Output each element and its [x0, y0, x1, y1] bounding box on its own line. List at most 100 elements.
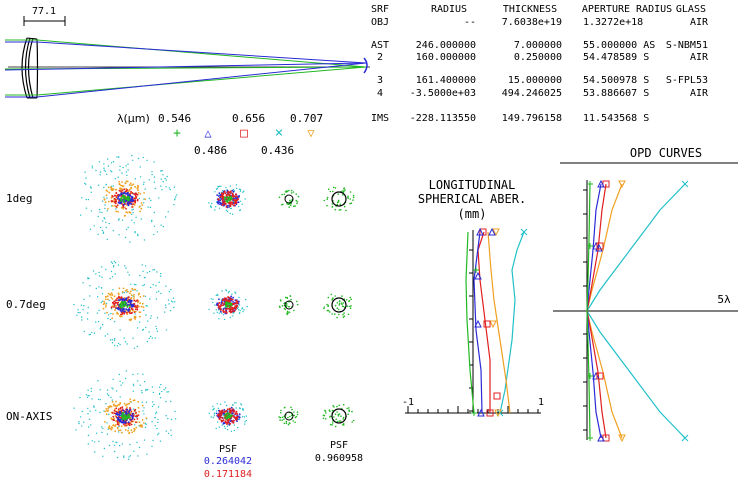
cell-aperture: 54.478589 S: [583, 52, 649, 63]
curve-marker: [474, 319, 482, 328]
table-row: OBJ -- 7.6038e+19 1.3272e+18 AIR: [371, 17, 709, 28]
opd-curve-upper-0436: [586, 183, 686, 312]
spot-cloud: [119, 300, 131, 309]
spot-cloud: [217, 190, 239, 208]
cell-thickness: 15.000000: [508, 75, 562, 86]
spot-cloud: [223, 195, 233, 203]
curve-marker: [489, 320, 497, 329]
curve-marker: [597, 433, 605, 442]
cell-srf: 4: [377, 88, 383, 99]
curve-marker: [587, 243, 593, 249]
curve-marker: [488, 227, 496, 236]
opd-curve-upper-0486: [586, 183, 602, 312]
psf-value-right: 0.960958: [315, 453, 363, 464]
cell-thickness: 7.000000: [514, 40, 562, 51]
longitudinal-curve-0486: [473, 231, 483, 414]
table-row: IMS -228.113550 149.796158 11.543568 S: [371, 113, 649, 124]
curve-marker: [493, 392, 501, 400]
wavelength-legend: λ(μm) 0.546 0.656 0.707 + △ □ × ▽ 0.486 …: [117, 112, 323, 157]
curve-marker: [476, 227, 484, 236]
cell-radius: 161.400000: [416, 75, 476, 86]
square-icon: □: [240, 126, 248, 141]
cell-thickness: 7.6038e+19: [502, 17, 562, 28]
field-label-0p7deg: 0.7deg: [6, 298, 46, 311]
opd-curve-lower-0546: [586, 310, 591, 439]
longitudinal-curve-0707: [487, 231, 511, 414]
longitudinal-curve-0656: [477, 231, 491, 413]
curve-marker: [618, 434, 626, 443]
airy-disk: [284, 194, 294, 204]
longitudinal-curve-0546: [465, 231, 475, 414]
lens-element-1: [21, 37, 31, 99]
curve-marker: [494, 409, 502, 418]
spot-cloud: [278, 295, 299, 316]
cell-aperture: 11.543568 S: [583, 113, 649, 124]
curve-marker: [477, 408, 485, 417]
wavelength-0546: 0.546: [158, 112, 191, 125]
header-srf: SRF: [371, 4, 389, 15]
spot-diagrams: [73, 154, 355, 460]
opd-curve-lower-0486: [586, 310, 602, 439]
header-radius: RADIUS: [431, 4, 467, 15]
cell-aperture: 54.500978 S: [583, 75, 649, 86]
opd-curve-upper-0546: [586, 183, 591, 312]
curve-marker: [483, 320, 491, 328]
cell-glass: S-NBM51: [666, 40, 708, 51]
curve-marker: [596, 372, 604, 380]
image-surface: [363, 57, 368, 74]
ray-fan-off-axis: [4, 41, 367, 98]
spot-cloud: [73, 370, 177, 460]
cell-glass: AIR: [690, 17, 709, 28]
curve-marker: [486, 409, 494, 417]
spot-field-labels: 1deg 0.7deg ON-AXIS: [6, 192, 52, 423]
opd-title: OPD CURVES: [630, 146, 702, 160]
spot-cloud: [224, 301, 233, 309]
lens-layout-diagram: 77.1: [4, 6, 370, 99]
scale-bar: 77.1: [23, 6, 66, 26]
longitudinal-axis-max: 1: [538, 397, 544, 408]
airy-disk: [284, 300, 294, 310]
ray-fan-on-axis: [4, 39, 367, 96]
table-row: 3 161.400000 15.000000 54.500978 S S-FPL…: [377, 75, 708, 86]
prescription-table: SRF RADIUS THICKNESS APERTURE RADIUS GLA…: [371, 4, 709, 124]
cell-thickness: 0.250000: [514, 52, 562, 63]
curve-marker: [681, 180, 689, 188]
wavelength-0486: 0.486: [194, 144, 227, 157]
lens-element-2: [27, 37, 39, 99]
header-glass: GLASS: [676, 4, 706, 15]
header-aperture: APERTURE RADIUS: [582, 4, 672, 15]
cell-srf: 2: [377, 52, 383, 63]
spot-cloud: [322, 403, 355, 428]
psf-label-right: PSF: [330, 440, 348, 451]
airy-disk: [284, 411, 294, 421]
curve-marker: [587, 435, 593, 441]
cell-glass: AIR: [690, 88, 709, 99]
wavelength-0436: 0.436: [261, 144, 294, 157]
curve-marker: [618, 180, 626, 189]
spot-cloud: [120, 412, 131, 421]
curve-marker: [587, 373, 593, 379]
cell-srf: OBJ: [371, 17, 389, 28]
cell-thickness: 149.796158: [502, 113, 562, 124]
longitudinal-curve-0436: [499, 231, 525, 414]
opd-curves-plot: OPD CURVES 5λ: [553, 146, 738, 443]
table-row: AST 246.000000 7.000000 55.000000 AS S-N…: [371, 40, 708, 51]
spot-cloud: [278, 406, 299, 426]
opd-curve-lower-0436: [586, 310, 686, 439]
spot-cloud: [120, 194, 131, 204]
psf-value-red: 0.171184: [204, 469, 252, 480]
psf-value-blue: 0.264042: [204, 456, 252, 467]
header-thickness: THICKNESS: [503, 4, 557, 15]
longitudinal-title-line1: LONGITUDINAL: [429, 178, 516, 192]
curve-marker: [492, 228, 500, 237]
spot-cloud: [217, 296, 239, 314]
table-row: 4 -3.5000e+03 494.246025 53.886607 S AIR: [377, 88, 709, 99]
airy-disk: [331, 408, 347, 424]
spot-cloud: [323, 293, 352, 319]
curve-marker: [597, 179, 605, 188]
airy-disk: [331, 191, 347, 207]
cell-aperture: 53.886607 S: [583, 88, 649, 99]
cross-icon: ×: [275, 125, 283, 141]
curve-marker: [587, 181, 593, 187]
longitudinal-title-line3: (mm): [458, 207, 487, 221]
